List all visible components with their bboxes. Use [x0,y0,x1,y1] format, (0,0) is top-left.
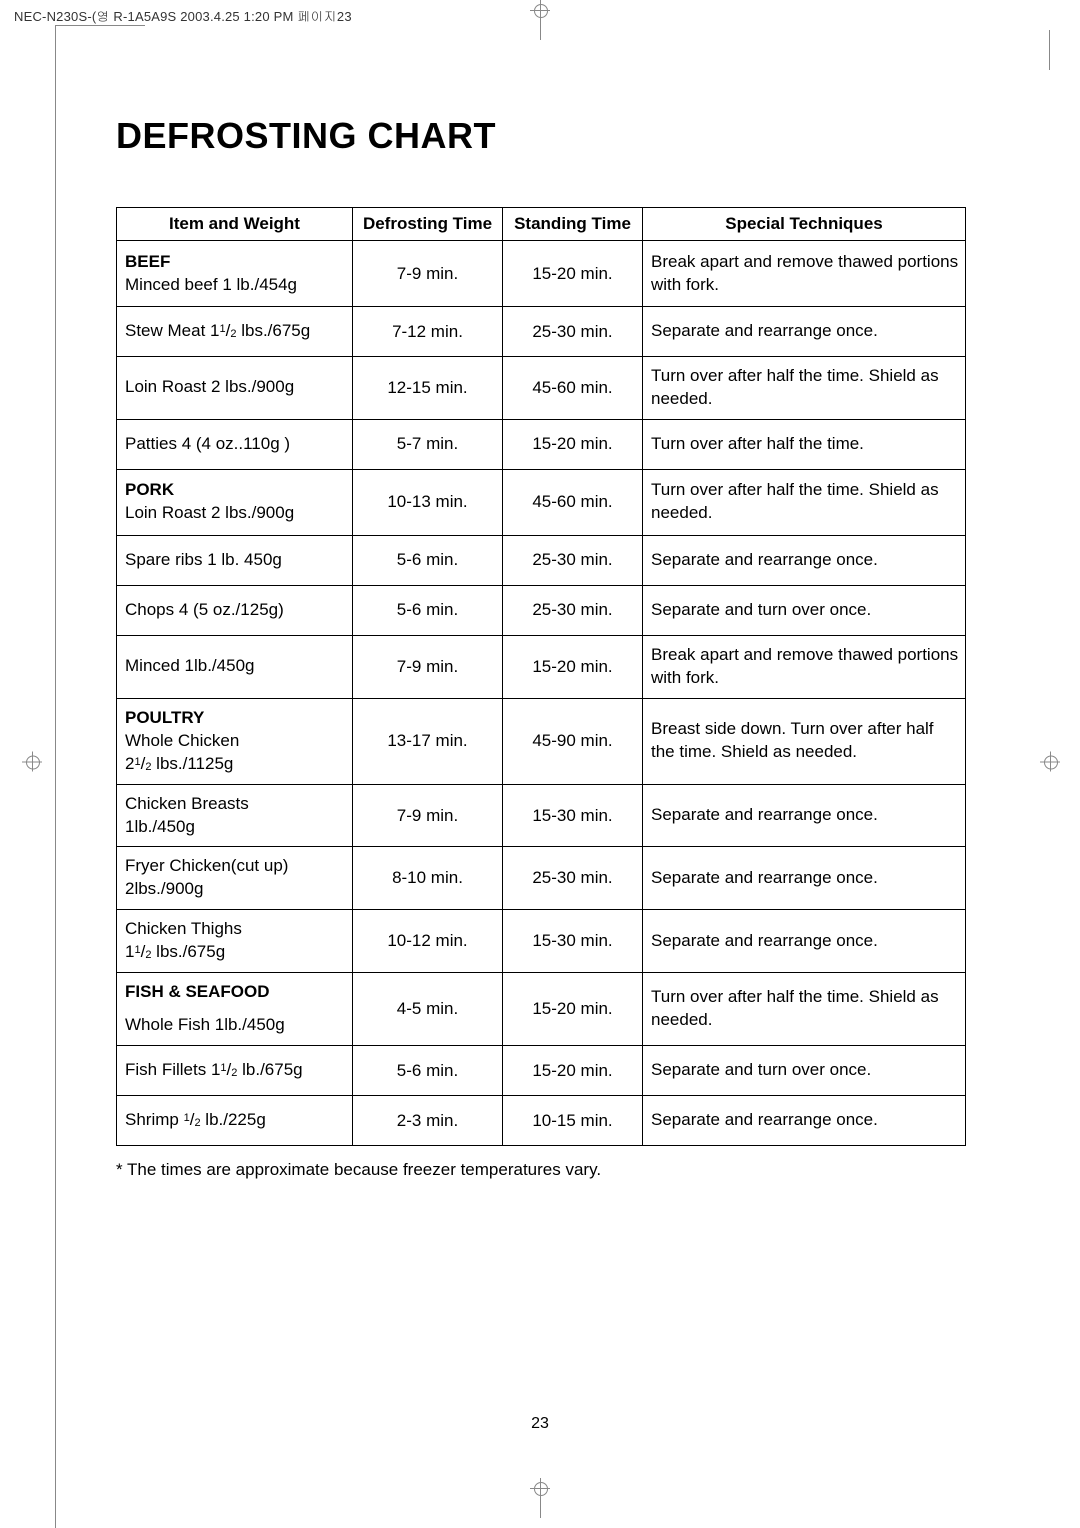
cell-standing-time: 45-60 min. [503,469,643,535]
table-row: Fryer Chicken(cut up)2lbs./900g8-10 min.… [117,847,966,910]
cell-technique: Turn over after half the time. Shield as… [643,973,966,1046]
cell-standing-time: 25-30 min. [503,585,643,635]
cell-technique: Separate and rearrange once. [643,307,966,357]
header-standing: Standing Time [503,208,643,241]
cell-technique: Separate and rearrange once. [643,1096,966,1146]
cell-standing-time: 15-30 min. [503,784,643,847]
cell-standing-time: 45-60 min. [503,357,643,420]
cell-defrost-time: 7-9 min. [353,784,503,847]
cell-item: Chops 4 (5 oz./125g) [117,585,353,635]
cell-item: Chicken Breasts1lb./450g [117,784,353,847]
defrosting-table: Item and Weight Defrosting Time Standing… [116,207,966,1146]
cell-item: POULTRYWhole Chicken21/2 lbs./1125g [117,698,353,784]
cell-item: Loin Roast 2 lbs./900g [117,357,353,420]
table-row: POULTRYWhole Chicken21/2 lbs./1125g13-17… [117,698,966,784]
crop-register-bottom [530,1478,550,1503]
cell-item: Shrimp 1/2 lb./225g [117,1096,353,1146]
cell-defrost-time: 8-10 min. [353,847,503,910]
table-row: Fish Fillets 11/2 lb./675g5-6 min.15-20 … [117,1046,966,1096]
table-row: Shrimp 1/2 lb./225g2-3 min.10-15 min.Sep… [117,1096,966,1146]
crop-mark [1049,30,1050,70]
cell-standing-time: 15-30 min. [503,910,643,973]
crop-mark [55,25,145,26]
table-row: Minced 1lb./450g7-9 min.15-20 min.Break … [117,635,966,698]
cell-defrost-time: 4-5 min. [353,973,503,1046]
crop-mark [55,25,56,1528]
crop-register-left [22,752,42,777]
cell-technique: Break apart and remove thawed portions w… [643,635,966,698]
header-tech: Special Techniques [643,208,966,241]
cell-standing-time: 25-30 min. [503,847,643,910]
cell-item: PORKLoin Roast 2 lbs./900g [117,469,353,535]
table-row: Loin Roast 2 lbs./900g12-15 min.45-60 mi… [117,357,966,420]
cell-item: Patties 4 (4 oz..110g ) [117,419,353,469]
table-row: FISH & SEAFOODWhole Fish 1lb./450g4-5 mi… [117,973,966,1046]
cell-standing-time: 15-20 min. [503,635,643,698]
cell-defrost-time: 10-12 min. [353,910,503,973]
print-meta-header: NEC-N230S-(영 R-1A5A9S 2003.4.25 1:20 PM … [14,6,352,25]
cell-defrost-time: 7-9 min. [353,635,503,698]
cell-technique: Turn over after half the time. Shield as… [643,469,966,535]
cell-standing-time: 15-20 min. [503,241,643,307]
cell-standing-time: 15-20 min. [503,1046,643,1096]
cell-item: Fryer Chicken(cut up)2lbs./900g [117,847,353,910]
header-item: Item and Weight [117,208,353,241]
cell-technique: Turn over after half the time. Shield as… [643,357,966,420]
crop-register-top [530,0,550,25]
cell-defrost-time: 5-7 min. [353,419,503,469]
page-title: DEFROSTING CHART [116,115,966,157]
cell-defrost-time: 12-15 min. [353,357,503,420]
cell-technique: Break apart and remove thawed portions w… [643,241,966,307]
cell-item: FISH & SEAFOODWhole Fish 1lb./450g [117,973,353,1046]
cell-standing-time: 15-20 min. [503,973,643,1046]
page-number: 23 [531,1415,549,1433]
cell-defrost-time: 7-12 min. [353,307,503,357]
cell-technique: Separate and rearrange once. [643,535,966,585]
cell-standing-time: 25-30 min. [503,307,643,357]
cell-item: Fish Fillets 11/2 lb./675g [117,1046,353,1096]
cell-defrost-time: 13-17 min. [353,698,503,784]
cell-technique: Separate and rearrange once. [643,847,966,910]
table-row: Chicken Thighs11/2 lbs./675g10-12 min.15… [117,910,966,973]
cell-defrost-time: 5-6 min. [353,535,503,585]
cell-item: Spare ribs 1 lb. 450g [117,535,353,585]
table-row: Stew Meat 11/2 lbs./675g7-12 min.25-30 m… [117,307,966,357]
cell-defrost-time: 10-13 min. [353,469,503,535]
page-content: DEFROSTING CHART Item and Weight Defrost… [116,115,966,1180]
cell-standing-time: 45-90 min. [503,698,643,784]
cell-item: BEEFMinced beef 1 lb./454g [117,241,353,307]
cell-technique: Separate and turn over once. [643,1046,966,1096]
crop-register-right [1040,752,1060,777]
cell-standing-time: 15-20 min. [503,419,643,469]
table-row: Chops 4 (5 oz./125g)5-6 min.25-30 min.Se… [117,585,966,635]
table-row: Spare ribs 1 lb. 450g5-6 min.25-30 min.S… [117,535,966,585]
cell-technique: Separate and rearrange once. [643,784,966,847]
header-defrost: Defrosting Time [353,208,503,241]
table-row: Chicken Breasts1lb./450g7-9 min.15-30 mi… [117,784,966,847]
cell-defrost-time: 5-6 min. [353,1046,503,1096]
cell-technique: Separate and turn over once. [643,585,966,635]
footnote: * The times are approximate because free… [116,1160,966,1180]
table-row: Patties 4 (4 oz..110g )5-7 min.15-20 min… [117,419,966,469]
cell-defrost-time: 2-3 min. [353,1096,503,1146]
table-header-row: Item and Weight Defrosting Time Standing… [117,208,966,241]
cell-item: Minced 1lb./450g [117,635,353,698]
cell-defrost-time: 5-6 min. [353,585,503,635]
cell-defrost-time: 7-9 min. [353,241,503,307]
table-row: PORKLoin Roast 2 lbs./900g10-13 min.45-6… [117,469,966,535]
cell-item: Stew Meat 11/2 lbs./675g [117,307,353,357]
cell-standing-time: 25-30 min. [503,535,643,585]
table-row: BEEFMinced beef 1 lb./454g7-9 min.15-20 … [117,241,966,307]
cell-item: Chicken Thighs11/2 lbs./675g [117,910,353,973]
cell-standing-time: 10-15 min. [503,1096,643,1146]
cell-technique: Turn over after half the time. [643,419,966,469]
cell-technique: Breast side down. Turn over after half t… [643,698,966,784]
cell-technique: Separate and rearrange once. [643,910,966,973]
